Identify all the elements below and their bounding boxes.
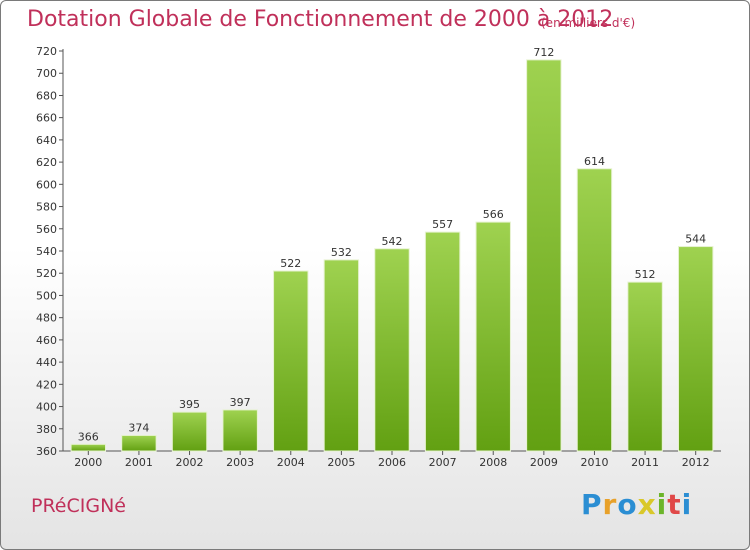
bar [424,231,461,452]
bar-value-label: 566 [483,208,504,221]
bar-value-label: 366 [78,430,99,443]
y-tick-label: 520 [36,267,57,280]
logo-letter: i [681,488,693,521]
bar [374,248,410,452]
y-tick-label: 620 [36,156,57,169]
y-tick-label: 460 [36,334,57,347]
bar [677,246,714,452]
y-tick-label: 560 [36,223,57,236]
logo-letter: P [581,488,603,521]
y-tick-label: 680 [36,89,57,102]
x-tick-label: 2007 [429,456,457,469]
logo-letter: t [667,488,682,521]
bar-value-label: 614 [584,155,605,168]
x-tick-label: 2003 [226,456,254,469]
x-tick-label: 2005 [327,456,355,469]
bar-value-label: 374 [128,421,149,434]
proxiti-logo: Proxiti [581,488,692,521]
y-tick-label: 600 [36,178,57,191]
bar [121,434,157,452]
x-tick-label: 2011 [631,456,659,469]
y-tick-label: 400 [36,401,57,414]
y-tick-label: 540 [36,245,57,258]
logo-letter: x [637,488,657,521]
y-tick-label: 480 [36,312,57,325]
x-tick-label: 2000 [74,456,102,469]
bar [222,409,258,452]
x-tick-label: 2008 [479,456,507,469]
y-tick-label: 660 [36,112,57,125]
bar-value-label: 395 [179,398,200,411]
bar [475,221,511,452]
logo-letter: i [656,488,668,521]
bar-value-label: 532 [331,246,352,259]
x-tick-label: 2006 [378,456,406,469]
bar-value-label: 522 [280,257,301,270]
x-tick-label: 2012 [682,456,710,469]
bar [576,168,613,452]
bar [70,443,107,452]
bar [323,259,360,452]
y-tick-label: 420 [36,378,57,391]
bar-value-label: 512 [635,268,656,281]
bar-value-label: 712 [533,46,554,59]
bar-value-label: 544 [685,233,706,246]
y-tick-label: 700 [36,67,57,80]
bar [627,281,663,452]
chart-title: Dotation Globale de Fonctionnement de 20… [27,7,614,32]
y-tick-label: 720 [36,45,57,58]
logo-letter: r [602,488,618,521]
bar-value-label: 397 [230,396,251,409]
logo-letter: o [617,488,638,521]
bar [171,411,208,452]
bar-value-label: 557 [432,218,453,231]
x-tick-label: 2002 [176,456,204,469]
x-tick-label: 2001 [125,456,153,469]
bar-value-label: 542 [382,235,403,248]
chart-unit: (en milliers d'€) [541,16,636,30]
y-tick-label: 380 [36,423,57,436]
bar [526,59,562,452]
y-tick-label: 500 [36,289,57,302]
y-tick-label: 360 [36,445,57,458]
y-tick-label: 580 [36,201,57,214]
y-tick-label: 640 [36,134,57,147]
commune-name: PRéCIGNé [31,495,126,517]
x-tick-label: 2004 [277,456,305,469]
bar [273,270,309,452]
y-tick-label: 440 [36,356,57,369]
x-tick-label: 2009 [530,456,558,469]
x-tick-label: 2010 [580,456,608,469]
